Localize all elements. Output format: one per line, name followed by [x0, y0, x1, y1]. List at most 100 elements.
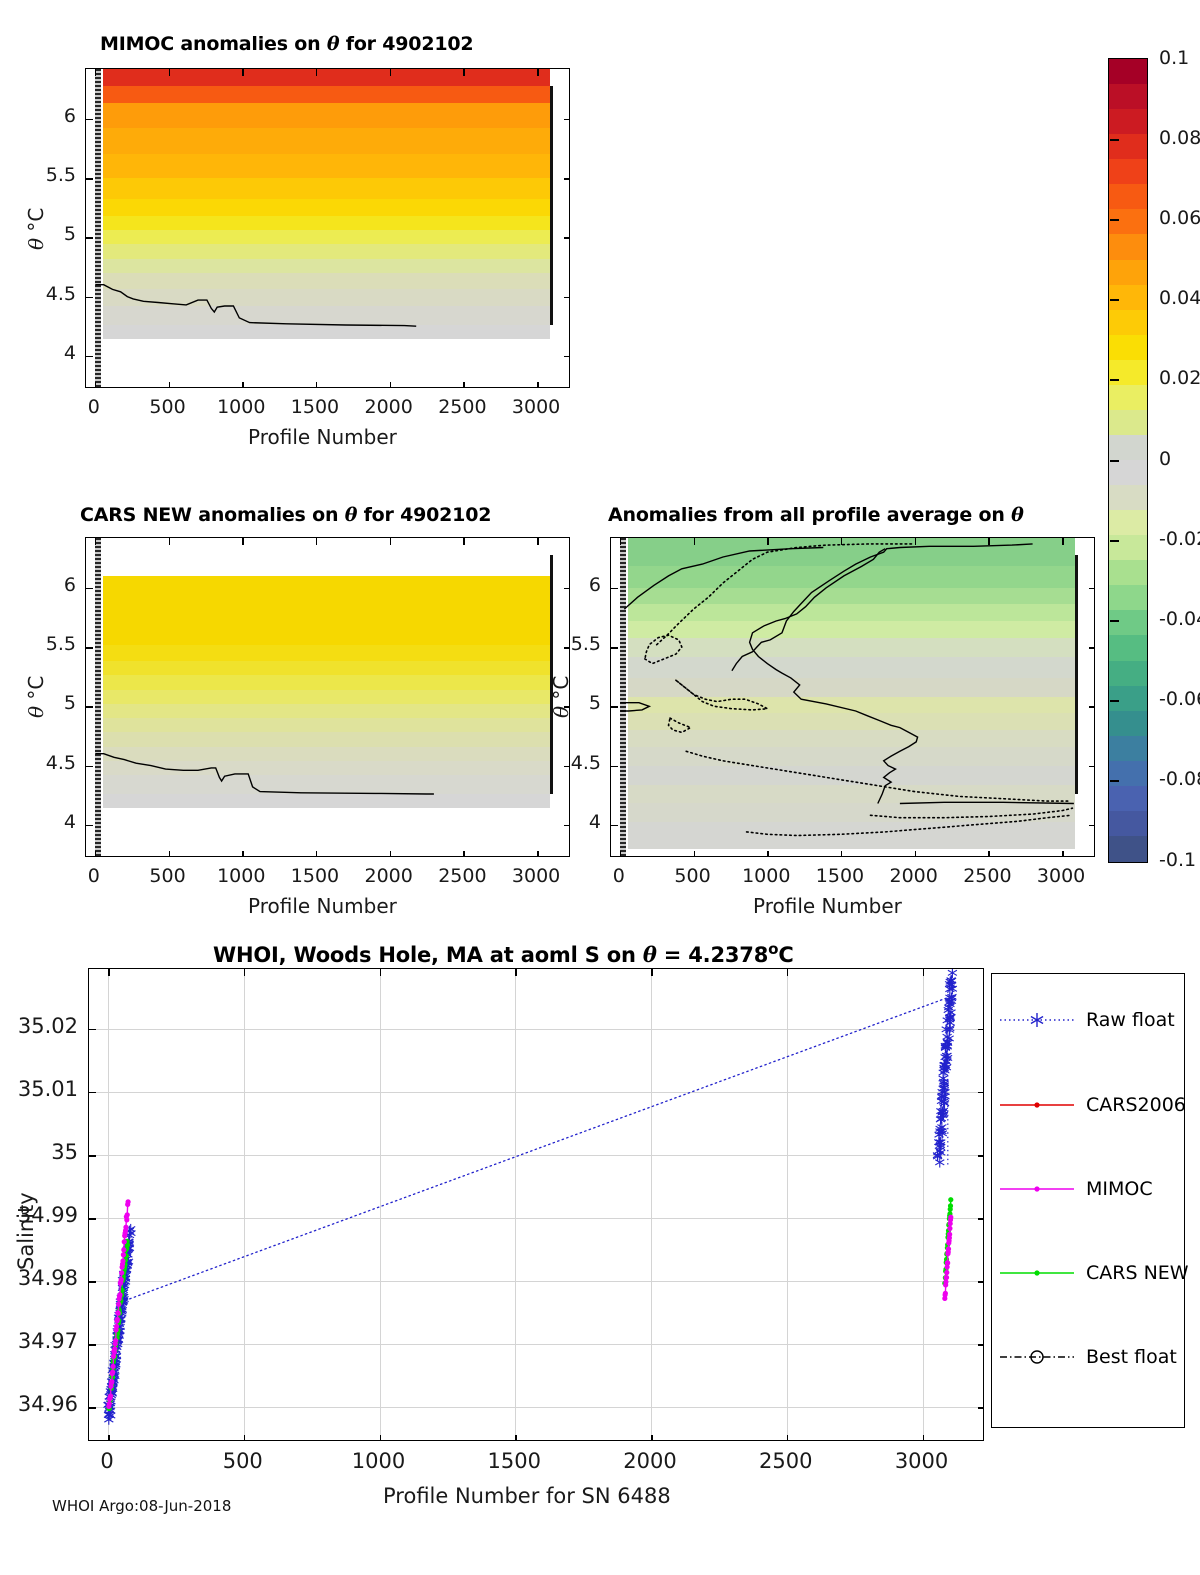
right-profile-column — [550, 554, 554, 794]
x-tick — [168, 851, 171, 856]
v-gridline — [108, 969, 109, 1440]
mimoc-marker — [945, 1246, 952, 1252]
colorbar-tick — [1109, 299, 1119, 302]
y-tick — [89, 1281, 96, 1283]
y-tick — [89, 1407, 96, 1409]
mimoc-marker — [110, 1369, 116, 1375]
colorbar-tick — [1109, 780, 1119, 783]
cars-new-contours — [95, 753, 434, 795]
legend-item-raw-float[interactable]: Raw float — [992, 1003, 1184, 1037]
y-tick — [86, 178, 93, 180]
y-tick — [86, 296, 93, 299]
raw-float-marker — [947, 969, 958, 979]
raw-float-marker — [937, 1121, 947, 1133]
color-band — [627, 730, 1075, 747]
colorbar-swatch — [1109, 134, 1147, 160]
legend-label: CARS2006 — [1086, 1093, 1186, 1116]
color-band — [102, 644, 550, 662]
y-tick — [564, 765, 569, 768]
x-tick — [389, 538, 392, 545]
colorbar-swatch — [1109, 735, 1147, 762]
color-band — [102, 154, 550, 179]
mimoc-ytick-3: 4.5 — [45, 282, 76, 305]
left-profile-column — [95, 69, 102, 387]
colorbar-swatch — [1109, 535, 1147, 561]
y-tick — [1089, 824, 1094, 827]
contour-line — [620, 702, 652, 712]
y-tick — [89, 1218, 96, 1220]
all-avg-axes — [610, 537, 1095, 857]
colorbar-swatch — [1109, 384, 1147, 411]
colorbar-swatch — [1109, 409, 1147, 436]
v-gridline — [379, 969, 381, 1440]
legend-item-cars2006[interactable]: CARS2006 — [992, 1088, 1186, 1122]
x-tick — [242, 538, 244, 545]
colorbar-swatch — [1109, 660, 1147, 687]
legend-item-mimoc[interactable]: MIMOC — [992, 1172, 1184, 1206]
mimoc-marker — [124, 1217, 130, 1223]
color-band — [627, 637, 1075, 657]
mimoc-xtick-4: 2000 — [364, 396, 413, 418]
bottom-xtick-4: 2000 — [623, 1449, 677, 1473]
colorbar-label-6: -0.02 — [1159, 527, 1200, 550]
mimoc-xtick-1: 500 — [149, 396, 186, 418]
mimoc-marker — [943, 1274, 950, 1281]
y-tick — [86, 355, 93, 358]
footer-credit: WHOI Argo:08-Jun-2018 — [52, 1497, 232, 1515]
x-tick — [94, 69, 97, 76]
y-tick — [978, 1218, 983, 1220]
x-tick — [94, 851, 97, 856]
legend-item-best-float[interactable]: Best float — [992, 1340, 1184, 1374]
x-tick — [389, 382, 392, 387]
colorbar-swatch — [1109, 810, 1147, 837]
x-tick — [389, 69, 392, 76]
mimoc-marker — [107, 1393, 114, 1399]
contour-line — [869, 807, 1074, 819]
mimoc-marker — [118, 1277, 124, 1283]
color-band — [627, 620, 1075, 638]
colorbar-swatch — [1109, 359, 1147, 386]
x-tick — [243, 969, 246, 976]
color-band — [627, 784, 1075, 804]
all-avg-xtick-4: 2000 — [889, 865, 938, 887]
x-tick — [168, 538, 171, 545]
colorbar-swatch — [1109, 334, 1147, 361]
raw-float-marker — [942, 1031, 952, 1042]
x-tick — [463, 382, 465, 387]
cars-new-xtick-0: 0 — [87, 865, 100, 887]
legend-item-cars-new[interactable]: CARS NEW — [992, 1256, 1189, 1290]
colorbar-swatch — [1109, 460, 1147, 486]
h-gridline — [89, 1091, 983, 1093]
y-tick — [564, 178, 569, 180]
y-tick — [611, 765, 618, 768]
x-tick — [108, 1435, 110, 1440]
colorbar-tick — [1109, 700, 1119, 703]
color-band — [102, 289, 550, 307]
all-avg-ytick-3: 4.5 — [570, 751, 601, 774]
mimoc-marker — [113, 1337, 119, 1344]
color-band — [102, 258, 550, 273]
colorbar-tick — [1109, 539, 1119, 542]
v-gridline — [243, 969, 245, 1440]
mimoc-ytick-4: 4 — [63, 341, 76, 364]
y-tick — [611, 824, 618, 827]
y-tick — [564, 296, 569, 299]
mimoc-xtick-3: 1500 — [290, 396, 340, 418]
y-tick — [89, 1028, 96, 1031]
bottom-xtick-5: 2500 — [759, 1449, 813, 1473]
colorbar-label-2: 0.06 — [1159, 206, 1200, 229]
color-band — [102, 244, 550, 259]
mimoc-marker — [112, 1346, 118, 1352]
x-tick — [693, 538, 696, 545]
y-tick — [86, 237, 93, 239]
contour-line — [899, 801, 1074, 805]
mimoc-marker — [947, 1220, 953, 1227]
raw-float-marker — [944, 1024, 955, 1036]
colorbar-swatch — [1109, 635, 1147, 662]
y-tick — [611, 647, 618, 649]
colorbar[interactable] — [1108, 58, 1148, 863]
cars-new-xtick-3: 1500 — [290, 865, 340, 887]
mimoc-marker — [944, 1269, 950, 1276]
raw-float-connector — [129, 996, 949, 1300]
x-tick — [389, 851, 392, 856]
